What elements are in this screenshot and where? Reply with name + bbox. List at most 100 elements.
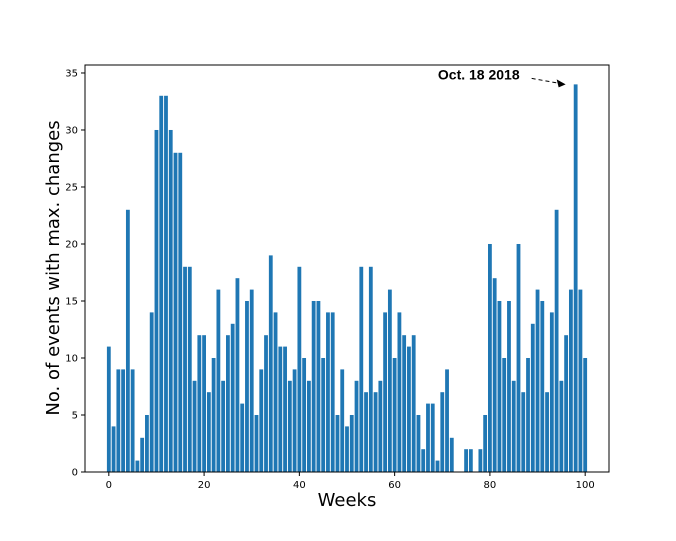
bar-week-96 <box>564 335 569 472</box>
y-axis-label: No. of events with max. changes <box>43 120 64 415</box>
bar-week-9 <box>149 312 154 472</box>
bar-week-5 <box>130 369 135 472</box>
bar-week-25 <box>226 335 230 472</box>
bar-week-72 <box>449 437 454 472</box>
bar-week-63 <box>407 346 411 472</box>
bar-week-46 <box>326 312 330 472</box>
bar-week-14 <box>173 152 178 473</box>
bar-week-97 <box>568 289 573 472</box>
y-tick-label: 15 <box>65 296 78 307</box>
bar-week-75 <box>464 449 468 472</box>
bar-week-39 <box>292 369 297 472</box>
bar-week-2 <box>116 369 121 472</box>
bar-week-57 <box>378 380 383 472</box>
annotation-arrow-line <box>531 77 560 84</box>
bar-week-93 <box>549 312 554 472</box>
bar-week-38 <box>287 380 292 472</box>
bar-week-22 <box>211 357 216 472</box>
bar-week-16 <box>183 266 187 472</box>
x-tick-label: 80 <box>484 480 497 491</box>
bar-week-67 <box>426 403 430 472</box>
bar-week-87 <box>521 392 526 472</box>
bar-week-91 <box>540 300 545 472</box>
annotation-arrow-head <box>556 79 566 88</box>
x-axis-ticks: 0 20 40 60 80 100 <box>106 472 595 491</box>
bar-week-35 <box>273 312 278 472</box>
bar-week-42 <box>306 380 311 472</box>
bar-week-54 <box>364 392 368 472</box>
bar-week-55 <box>368 266 373 472</box>
x-axis-label: Weeks <box>318 490 377 511</box>
x-tick-label: 20 <box>198 480 211 491</box>
bar-week-99 <box>578 289 583 472</box>
bar-week-7 <box>140 437 145 472</box>
y-tick-label: 0 <box>72 468 78 479</box>
bar-week-28 <box>240 403 245 472</box>
bar-week-59 <box>387 289 392 472</box>
bar-week-1 <box>111 426 116 472</box>
y-tick-label: 10 <box>65 353 78 364</box>
bar-week-29 <box>245 300 249 472</box>
bar-week-79 <box>483 414 488 472</box>
bar-week-92 <box>545 392 549 472</box>
annotation-arrow <box>531 77 566 88</box>
bar-week-19 <box>197 335 202 472</box>
bar-week-23 <box>216 289 221 472</box>
bar-week-95 <box>559 380 564 472</box>
bar-week-40 <box>297 266 302 472</box>
bar-week-51 <box>349 414 354 472</box>
bar-week-76 <box>468 449 473 472</box>
x-tick-label: 40 <box>293 480 306 491</box>
bar-week-81 <box>492 278 497 472</box>
bar-week-69 <box>435 460 440 472</box>
bar-week-26 <box>230 323 235 472</box>
bars-group <box>106 84 588 473</box>
bar-week-13 <box>168 129 173 472</box>
bar-week-88 <box>526 357 530 472</box>
bar-week-15 <box>178 152 183 473</box>
bar-week-32 <box>259 369 264 472</box>
bar-week-98 <box>573 84 578 472</box>
bar-week-89 <box>530 323 535 472</box>
y-axis-ticks: 0 5 10 15 20 25 30 35 <box>65 68 85 479</box>
bar-week-66 <box>421 449 426 472</box>
bar-week-82 <box>497 300 502 472</box>
y-tick-label: 25 <box>65 182 78 193</box>
bar-week-4 <box>125 209 130 472</box>
bar-week-10 <box>154 129 159 472</box>
bar-week-78 <box>478 449 483 472</box>
x-tick-label: 100 <box>576 480 595 491</box>
bar-week-83 <box>502 357 507 472</box>
bar-week-86 <box>516 243 521 472</box>
bar-week-33 <box>264 335 268 472</box>
bar-week-17 <box>187 266 192 472</box>
x-tick-label: 60 <box>388 480 401 491</box>
y-tick-label: 35 <box>65 68 78 79</box>
bar-week-41 <box>302 357 307 472</box>
y-tick-label: 20 <box>65 239 78 250</box>
bar-week-65 <box>416 414 421 472</box>
bar-week-3 <box>121 369 126 472</box>
bar-week-90 <box>535 289 540 472</box>
bar-week-80 <box>488 243 492 472</box>
bar-week-47 <box>330 312 335 472</box>
bar-week-44 <box>316 300 321 472</box>
bar-week-100 <box>583 357 588 472</box>
bar-week-52 <box>354 380 359 472</box>
bar-week-64 <box>411 335 416 472</box>
bar-week-31 <box>254 414 259 472</box>
bar-week-6 <box>135 460 140 472</box>
x-tick-label: 0 <box>106 480 112 491</box>
bar-week-48 <box>335 414 340 472</box>
bar-week-94 <box>554 209 559 472</box>
y-tick-label: 5 <box>72 410 78 421</box>
bar-week-58 <box>383 312 388 472</box>
bar-week-0 <box>106 346 111 472</box>
bar-week-20 <box>202 335 206 472</box>
bar-week-34 <box>268 255 273 472</box>
axes-frame <box>84 64 610 473</box>
bar-week-11 <box>159 95 164 473</box>
bar-week-49 <box>340 369 345 472</box>
bar-week-27 <box>235 278 240 472</box>
y-tick-label: 30 <box>65 125 78 136</box>
